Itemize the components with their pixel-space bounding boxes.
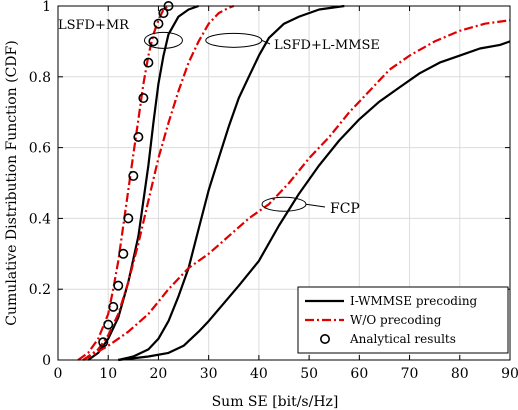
analytical-point-lsfd-mr-analytical <box>118 248 129 259</box>
x-tick-label: 10 <box>99 366 117 382</box>
analytical-point-lsfd-mr-analytical <box>103 319 114 330</box>
annotations: LSFD+MR LSFD+L-MMSE FCP <box>58 18 380 217</box>
x-tick-label: 40 <box>250 366 268 382</box>
series-line-lsfd-l-mmse-i-wmmse <box>118 4 345 362</box>
analytical-point-lsfd-mr-analytical <box>108 301 119 312</box>
legend-label-analytical: Analytical results <box>349 332 456 346</box>
x-tick-label: 70 <box>401 366 419 382</box>
x-tick-label: 80 <box>451 366 469 382</box>
legend-box <box>297 286 509 354</box>
legend-swatch-analytical <box>319 333 330 344</box>
y-tick-label: 0.6 <box>29 141 51 157</box>
annotation-label-lsfd-mr: LSFD+MR <box>58 18 130 33</box>
analytical-point-lsfd-mr-analytical <box>113 280 124 291</box>
analytical-point-lsfd-mr-analytical <box>133 131 144 142</box>
y-axis-label: Cumulative Distribution Function (CDF) <box>4 40 20 325</box>
legend: I-WMMSE precoding W/O precoding Analytic… <box>297 286 509 354</box>
plot-frame <box>57 5 511 361</box>
x-axis-label: Sum SE [bit/s/Hz] <box>212 394 339 410</box>
analytical-point-lsfd-mr-analytical <box>143 57 154 68</box>
y-tick-label: 0 <box>42 353 51 369</box>
y-tick-label: 0.4 <box>29 211 51 227</box>
y-tick-label: 0.2 <box>29 282 51 298</box>
series-line-lsfd-mr-i-wmmse <box>87 4 199 361</box>
analytical-point-lsfd-mr-analytical <box>98 337 109 348</box>
annotation-label-lsfd-lmmse: LSFD+L-MMSE <box>274 38 380 53</box>
analytical-point-lsfd-mr-analytical <box>148 36 159 47</box>
legend-label-wo: W/O precoding <box>350 313 442 327</box>
axis-ticks: 0 10 20 30 40 50 60 70 80 90 0 0.2 0.4 0.6 0.8 1 <box>29 0 518 382</box>
annotation-leader-fcp <box>305 203 326 208</box>
series-line-fcp-i-wmmse <box>118 40 511 362</box>
analytical-point-lsfd-mr-analytical <box>158 8 169 19</box>
x-tick-label: 30 <box>200 366 218 382</box>
annotation-ellipse-lsfd-mr <box>143 31 183 49</box>
annotation-leader-lsfd-lmmse <box>261 39 271 45</box>
x-tick-label: 0 <box>54 366 63 382</box>
y-tick-label: 1 <box>42 0 51 15</box>
series-line-fcp-w-o <box>82 19 511 361</box>
x-tick-label: 60 <box>350 366 368 382</box>
annotation-label-fcp: FCP <box>330 201 360 217</box>
analytical-point-lsfd-mr-analytical <box>153 18 164 29</box>
x-tick-label: 50 <box>300 366 318 382</box>
analytical-point-lsfd-mr-analytical <box>123 213 134 224</box>
series-line-lsfd-l-mmse-w-o <box>82 4 235 361</box>
x-tick-label: 90 <box>501 366 518 382</box>
annotation-ellipse-lsfd-lmmse <box>205 32 263 48</box>
x-tick-label: 20 <box>150 366 168 382</box>
analytical-point-lsfd-mr-analytical <box>138 93 149 104</box>
analytical-markers <box>98 1 174 348</box>
analytical-point-lsfd-mr-analytical <box>128 170 139 181</box>
y-tick-label: 0.8 <box>29 70 51 86</box>
legend-label-i-wmmse: I-WMMSE precoding <box>350 294 478 308</box>
